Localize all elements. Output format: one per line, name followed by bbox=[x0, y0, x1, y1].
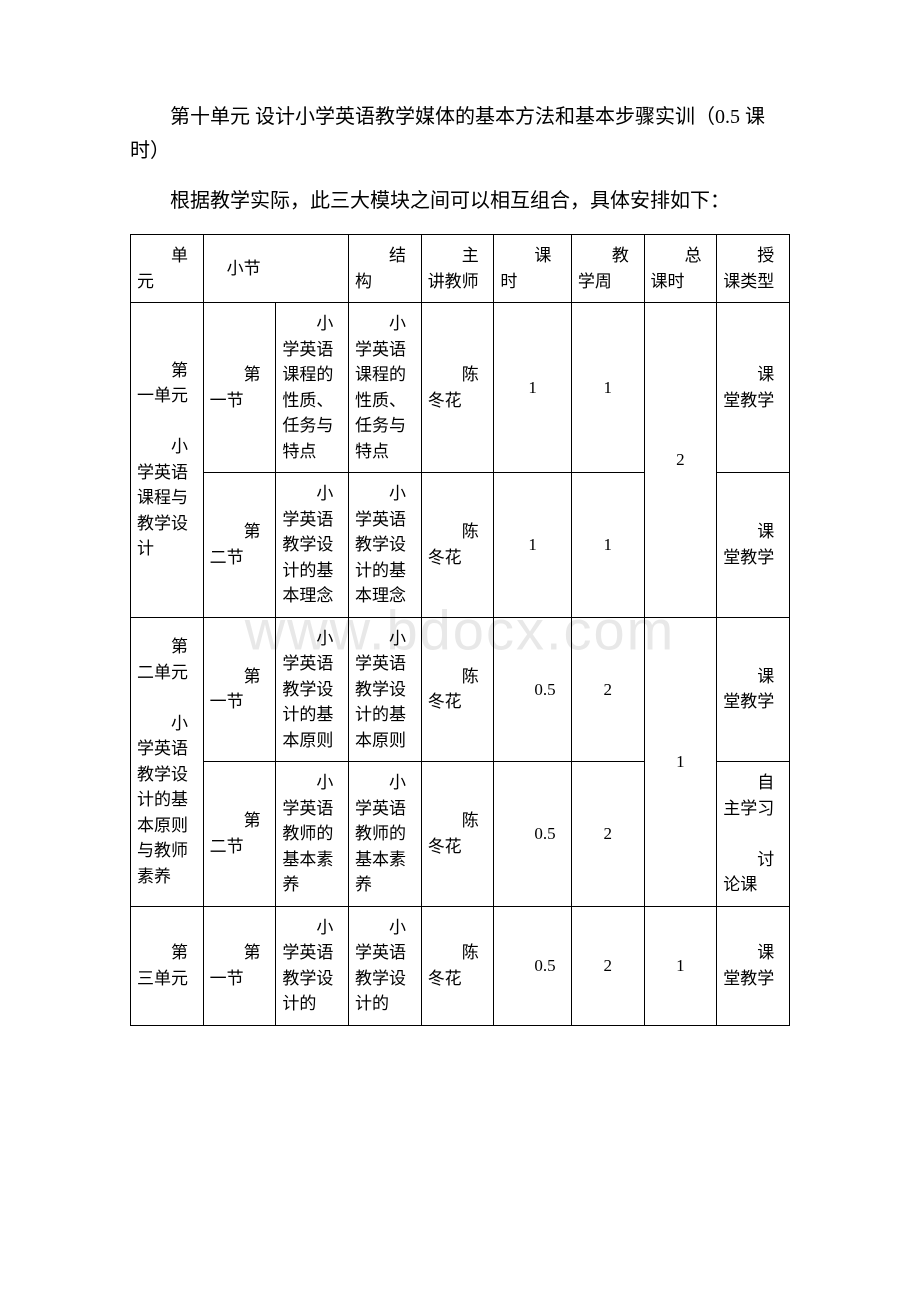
unit2-sec2-label: 第二节 bbox=[203, 762, 276, 907]
unit2-sec2-struct: 小学英语教师的基本素养 bbox=[349, 762, 422, 907]
unit2-sec2-sub: 小学英语教师的基本素养 bbox=[276, 762, 349, 907]
unit2-sec1-type: 课堂教学 bbox=[717, 617, 790, 762]
unit2-sec2-week: 2 bbox=[571, 762, 644, 907]
unit3-sec1-sub: 小学英语教学设计的 bbox=[276, 906, 349, 1025]
unit3-name: 第三单元 bbox=[137, 940, 197, 991]
unit2-sec2-teacher: 陈冬花 bbox=[421, 762, 494, 907]
unit1-total: 2 bbox=[644, 303, 717, 618]
unit1-sec2-struct: 小学英语教学设计的基本理念 bbox=[349, 473, 422, 618]
unit1-sec1-sub: 小学英语课程的性质、任务与特点 bbox=[276, 303, 349, 473]
unit1-sec1-label: 第一节 bbox=[203, 303, 276, 473]
unit3-sec1-hours: 0.5 bbox=[494, 906, 572, 1025]
unit1-sec1-struct: 小学英语课程的性质、任务与特点 bbox=[349, 303, 422, 473]
unit1-sec1-teacher: 陈冬花 bbox=[421, 303, 494, 473]
unit1-sec1-hours: 1 bbox=[494, 303, 572, 473]
table-header-row: 单元 小节 结构 主讲教师 课时 教学周 总课时 授课类型 bbox=[131, 235, 790, 303]
table-row: 第二单元 小学英语教学设计的基本原则与教师素养 第一节 小学英语教学设计的基本原… bbox=[131, 617, 790, 762]
unit3-total: 1 bbox=[644, 906, 717, 1025]
unit2-sec2-type: 自主学习 讨论课 bbox=[717, 762, 790, 907]
header-total: 总课时 bbox=[644, 235, 717, 303]
unit2-sec1-struct: 小学英语教学设计的基本原则 bbox=[349, 617, 422, 762]
header-type: 授课类型 bbox=[717, 235, 790, 303]
unit1-sec2-label: 第二节 bbox=[203, 473, 276, 618]
header-unit: 单元 bbox=[131, 235, 204, 303]
table-wrapper: www.bdocx.com 单元 小节 结构 主讲教师 课时 教学周 总课时 bbox=[130, 234, 790, 1026]
unit1-cell: 第一单元 小学英语课程与教学设计 bbox=[131, 303, 204, 618]
header-week: 教学周 bbox=[571, 235, 644, 303]
table-row: 第一单元 小学英语课程与教学设计 第一节 小学英语课程的性质、任务与特点 小学英… bbox=[131, 303, 790, 473]
unit2-sec1-sub: 小学英语教学设计的基本原则 bbox=[276, 617, 349, 762]
schedule-table: 单元 小节 结构 主讲教师 课时 教学周 总课时 授课类型 bbox=[130, 234, 790, 1026]
unit3-cell: 第三单元 bbox=[131, 906, 204, 1025]
unit1-sec2-type: 课堂教学 bbox=[717, 473, 790, 618]
unit2-sec1-week: 2 bbox=[571, 617, 644, 762]
unit1-sec2-sub: 小学英语教学设计的基本理念 bbox=[276, 473, 349, 618]
unit2-name: 第二单元 bbox=[137, 634, 197, 685]
unit1-sec2-teacher: 陈冬花 bbox=[421, 473, 494, 618]
unit2-total: 1 bbox=[644, 617, 717, 906]
unit2-sec2-hours: 0.5 bbox=[494, 762, 572, 907]
unit1-sec1-week: 1 bbox=[571, 303, 644, 473]
header-section: 小节 bbox=[203, 235, 348, 303]
unit1-name: 第一单元 bbox=[137, 358, 197, 409]
unit2-title: 小学英语教学设计的基本原则与教师素养 bbox=[137, 711, 197, 890]
unit3-sec1-label: 第一节 bbox=[203, 906, 276, 1025]
unit1-sec2-hours: 1 bbox=[494, 473, 572, 618]
unit1-sec1-type: 课堂教学 bbox=[717, 303, 790, 473]
paragraph-intro: 根据教学实际，此三大模块之间可以相互组合，具体安排如下： bbox=[130, 184, 790, 218]
table-row: 第三单元 第一节 小学英语教学设计的 小学英语教学设计的 陈冬花 0.5 2 1… bbox=[131, 906, 790, 1025]
unit1-title: 小学英语课程与教学设计 bbox=[137, 434, 197, 562]
unit3-sec1-struct: 小学英语教学设计的 bbox=[349, 906, 422, 1025]
unit2-sec2-type-l1: 自主学习 bbox=[723, 770, 783, 821]
unit3-sec1-type: 课堂教学 bbox=[717, 906, 790, 1025]
unit3-sec1-week: 2 bbox=[571, 906, 644, 1025]
unit2-sec2-type-l2: 讨论课 bbox=[723, 847, 783, 898]
unit2-sec1-teacher: 陈冬花 bbox=[421, 617, 494, 762]
unit2-sec1-label: 第一节 bbox=[203, 617, 276, 762]
header-teacher: 主讲教师 bbox=[421, 235, 494, 303]
header-hours: 课时 bbox=[494, 235, 572, 303]
unit1-sec2-week: 1 bbox=[571, 473, 644, 618]
unit3-sec1-teacher: 陈冬花 bbox=[421, 906, 494, 1025]
paragraph-unit10: 第十单元 设计小学英语教学媒体的基本方法和基本步骤实训（0.5 课时） bbox=[130, 100, 790, 168]
unit2-cell: 第二单元 小学英语教学设计的基本原则与教师素养 bbox=[131, 617, 204, 906]
unit2-sec1-hours: 0.5 bbox=[494, 617, 572, 762]
header-structure: 结构 bbox=[349, 235, 422, 303]
